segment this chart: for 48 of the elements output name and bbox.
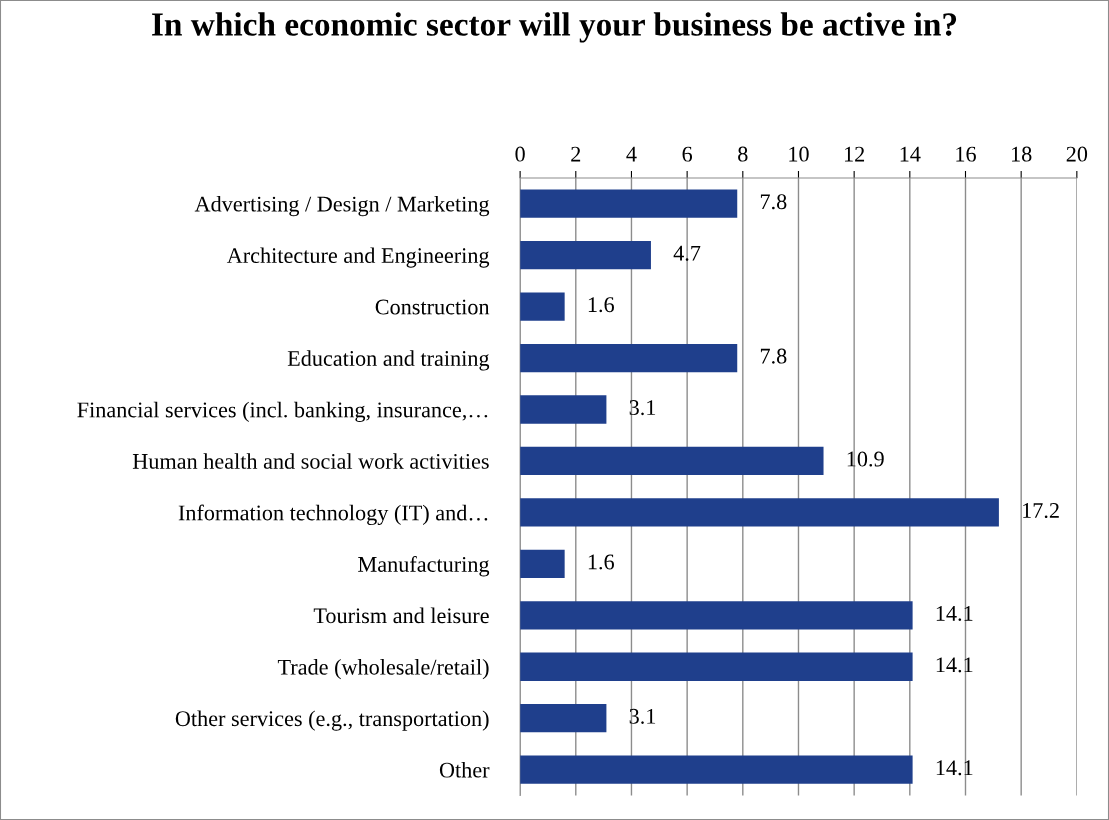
bar — [520, 652, 913, 681]
x-tick-label: 10 — [789, 146, 809, 162]
bar — [520, 292, 565, 321]
bar — [520, 446, 824, 476]
bar — [520, 755, 913, 784]
y-tick-label: Other — [439, 761, 490, 778]
y-tick-label: Manufacturing — [358, 556, 490, 577]
data-label: 3.1 — [629, 400, 656, 416]
bar — [520, 189, 738, 218]
data-label: 14.1 — [936, 605, 973, 621]
y-tick-label: Other services (e.g., transportation) — [175, 710, 489, 731]
x-tick-label: 20 — [1066, 146, 1088, 162]
bar — [520, 343, 738, 373]
y-tick-label: Information technology (IT) and… — [178, 504, 488, 526]
x-tick-label: 4 — [626, 146, 637, 162]
data-label: 7.8 — [760, 194, 787, 210]
x-tick-label: 18 — [1012, 146, 1032, 162]
data-label: 17.2 — [1023, 503, 1059, 519]
chart-title: In which economic sector will your business be active in? — [152, 12, 957, 43]
data-label: 14.1 — [936, 760, 973, 776]
data-label: 1.6 — [588, 297, 614, 313]
bar — [520, 240, 651, 270]
y-tick-label: Trade (wholesale/retail) — [277, 659, 489, 680]
y-tick-label: Tourism and leisure — [313, 607, 489, 624]
x-tick-label: 8 — [738, 146, 748, 162]
y-tick-label: Education and training — [287, 350, 490, 371]
x-tick-label: 0 — [515, 146, 525, 162]
bar — [520, 395, 607, 424]
data-label: 14.1 — [936, 657, 973, 673]
bar — [520, 498, 999, 527]
data-label: 10.9 — [847, 451, 884, 467]
bar — [520, 601, 913, 630]
data-label: 7.8 — [760, 348, 787, 364]
y-tick-label: Architecture and Engineering — [226, 247, 490, 268]
x-tick-label: 6 — [682, 146, 693, 162]
y-tick-label: Construction — [375, 299, 490, 315]
data-label: 1.6 — [588, 554, 614, 570]
bar — [520, 704, 607, 733]
x-tick-label: 14 — [900, 146, 921, 162]
y-tick-label: Advertising / Design / Marketing — [194, 195, 490, 217]
y-tick-label: Human health and social work activities — [132, 453, 489, 469]
x-tick-label: 2 — [571, 146, 581, 162]
y-tick-label: Financial services (incl. banking, insurance,… — [77, 401, 488, 422]
data-label: 4.7 — [673, 245, 701, 261]
x-tick-label: 16 — [956, 146, 976, 162]
x-tick-label: 12 — [845, 146, 865, 162]
data-label: 3.1 — [629, 708, 656, 724]
bar — [520, 549, 565, 578]
